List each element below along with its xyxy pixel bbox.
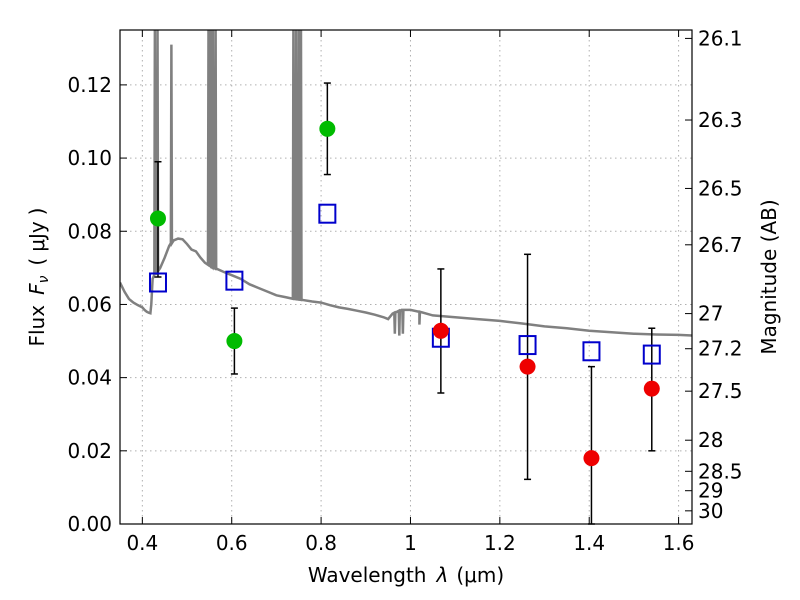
y-tick-label: 0.04 xyxy=(67,366,112,390)
grid-lines xyxy=(120,30,692,525)
model-spectrum-line xyxy=(120,30,692,337)
y2-tick-label: 27 xyxy=(698,302,723,326)
x-tick-label: 1.2 xyxy=(484,531,516,555)
x-axis-label-symbol: λ xyxy=(436,563,449,587)
y-axis-label-open-paren: ( xyxy=(25,258,49,266)
circle-marker xyxy=(432,322,449,339)
x-tick-label: 1.6 xyxy=(663,531,695,555)
y2-tick-label: 30 xyxy=(698,499,723,523)
square-marker xyxy=(148,272,167,293)
y2-tick-label: 26.3 xyxy=(698,108,743,132)
circle-marker xyxy=(583,450,600,467)
x-tick-label: 0.6 xyxy=(216,531,248,555)
x-tick-label: 0.4 xyxy=(126,531,158,555)
y-tick-label: 0.08 xyxy=(67,219,112,243)
y-axis-label-subscript: ν xyxy=(36,275,52,283)
x-axis-label-unit: (μm) xyxy=(456,563,504,587)
y-tick-label: 0.00 xyxy=(67,512,112,536)
y2-tick-label: 29 xyxy=(698,479,723,503)
y-axis-label: Flux Fν ( μJy) xyxy=(25,207,52,346)
y-tick-label: 0.12 xyxy=(67,73,112,97)
circle-marker xyxy=(226,333,243,350)
y2-axis-label: Magnitude (AB) xyxy=(757,199,781,354)
x-axis-label: Wavelength λ (μm) xyxy=(308,563,504,587)
y2-tick-label: 26.1 xyxy=(698,26,743,50)
y2-tick-label: 28 xyxy=(698,428,723,452)
x-tick-label: 0.8 xyxy=(305,531,337,555)
x-tick-label: 1.4 xyxy=(573,531,605,555)
error-bars xyxy=(154,82,656,525)
y-axis-ticks: 0.00 0.02 0.04 0.06 0.08 0.10 0.12 xyxy=(67,73,127,536)
model-spectrum xyxy=(120,30,692,337)
circle-marker xyxy=(519,358,536,375)
data-markers xyxy=(148,120,661,467)
y2-tick-label: 27.5 xyxy=(698,379,743,403)
x-tick-label: 1 xyxy=(404,531,417,555)
y-tick-label: 0.06 xyxy=(67,292,112,316)
y-axis-label-close-paren: ) xyxy=(25,207,49,215)
y-axis-label-text: Flux xyxy=(25,305,49,347)
circle-marker xyxy=(149,210,166,227)
y2-tick-label: 28.5 xyxy=(698,459,743,483)
plot-frame xyxy=(119,29,693,525)
y2-tick-label: 26.5 xyxy=(698,176,743,200)
y-tick-label: 0.10 xyxy=(67,146,112,170)
square-marker xyxy=(518,335,537,356)
square-marker xyxy=(582,341,601,362)
y-tick-label: 0.02 xyxy=(67,439,112,463)
x-axis-label-text: Wavelength xyxy=(308,563,427,587)
y2-tick-label: 26.7 xyxy=(698,233,743,257)
x-axis-ticks: 0.4 0.6 0.8 1 1.2 1.4 1.6 xyxy=(126,30,695,555)
circle-marker xyxy=(643,380,660,397)
y-axis-label-symbol: F xyxy=(25,283,49,295)
square-marker xyxy=(225,270,244,291)
square-marker xyxy=(318,203,337,224)
y2-tick-label: 27.2 xyxy=(698,337,743,361)
y-axis-label-unit: μJy xyxy=(25,221,49,252)
square-marker xyxy=(642,344,661,365)
circle-marker xyxy=(319,120,336,137)
